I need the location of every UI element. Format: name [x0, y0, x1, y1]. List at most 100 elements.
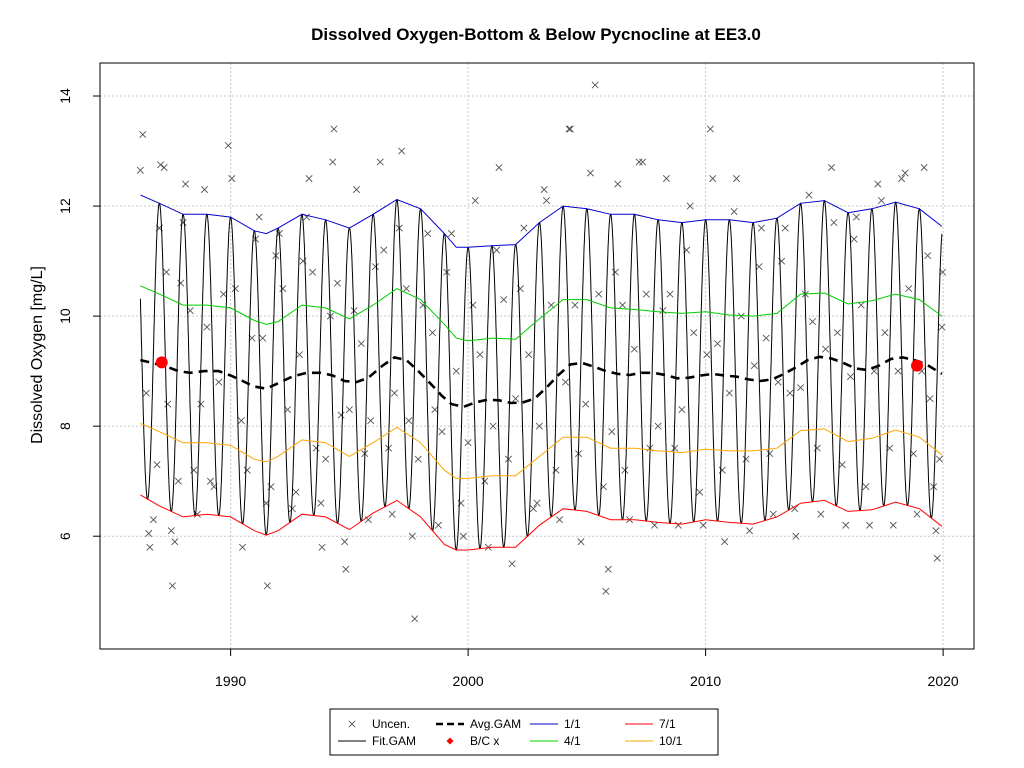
uncen-point	[774, 378, 782, 386]
y-tick-label: 14	[57, 88, 73, 104]
line-apr1	[140, 285, 943, 342]
plot-frame	[99, 62, 975, 650]
uncen-point	[533, 499, 541, 507]
uncen-point	[179, 219, 187, 227]
uncen-point	[639, 158, 647, 166]
uncen-point	[146, 543, 154, 551]
uncen-point	[750, 362, 758, 370]
uncen-point	[926, 395, 934, 403]
uncen-point	[288, 505, 296, 513]
uncen-point	[142, 389, 150, 397]
uncen-point	[295, 351, 304, 359]
uncen-point	[690, 329, 698, 337]
uncen-point	[865, 521, 874, 529]
bc-point	[155, 356, 168, 369]
uncen-point	[920, 164, 928, 172]
uncen-point	[452, 367, 460, 375]
y-axis-label: Dissolved Oxygen [mg/L]	[29, 266, 46, 444]
uncen-point	[703, 351, 711, 359]
uncen-point	[215, 378, 223, 386]
uncen-point	[938, 323, 946, 331]
uncen-point	[469, 301, 477, 309]
uncen-point	[635, 158, 643, 166]
legend-diamond-icon	[446, 737, 454, 745]
x-tick-label: 2000	[453, 673, 484, 689]
uncen-point	[312, 444, 320, 452]
legend-label: 1/1	[564, 717, 581, 731]
uncen-point	[566, 125, 574, 133]
y-tick-label: 6	[57, 532, 73, 540]
uncen-point	[489, 422, 497, 430]
y-tick-label: 12	[57, 198, 73, 214]
uncen-point	[160, 164, 168, 172]
uncen-point	[713, 340, 722, 348]
uncen-point	[495, 164, 503, 172]
uncen-point	[464, 439, 472, 447]
uncen-point	[243, 466, 251, 474]
legend-label: 4/1	[564, 734, 581, 748]
uncen-point	[481, 477, 489, 485]
y-tick-label: 10	[57, 308, 73, 324]
uncen-point	[725, 389, 733, 397]
plot-area: 1990 2000 2010 2020 6 8 10 12 14	[57, 62, 975, 689]
uncen-point	[924, 252, 932, 260]
uncen-point	[933, 554, 941, 562]
uncen-point	[755, 263, 763, 271]
uncen-point	[193, 510, 201, 518]
uncen-point	[139, 131, 147, 139]
uncen-point	[357, 340, 365, 348]
uncen-point	[408, 532, 416, 540]
legend-item: Uncen.	[348, 717, 410, 731]
uncen-point	[686, 202, 694, 210]
uncen-point	[678, 406, 686, 414]
legend-item: 7/1	[625, 717, 676, 731]
uncen-point	[571, 301, 579, 309]
uncen-point	[171, 538, 179, 546]
uncen-point	[292, 488, 300, 496]
legend-box	[329, 708, 719, 756]
uncen-point	[398, 147, 406, 155]
uncen-point	[786, 389, 794, 397]
uncen-point	[149, 516, 157, 524]
uncen-point	[862, 483, 870, 491]
uncen-point	[540, 186, 548, 194]
legend-label: Fit.GAM	[372, 734, 416, 748]
uncen-point	[746, 527, 754, 535]
uncen-point	[434, 521, 442, 529]
uncen-point	[493, 246, 501, 254]
legend-item: 10/1	[625, 734, 683, 748]
uncen-point	[162, 268, 171, 276]
uncen-point	[181, 180, 190, 188]
uncen-point	[674, 521, 682, 529]
uncen-point	[428, 329, 437, 337]
uncen-point	[333, 279, 342, 287]
x-tick-label: 1990	[215, 673, 246, 689]
uncen-point	[817, 510, 825, 518]
uncen-point	[582, 400, 590, 408]
uncen-point	[500, 296, 508, 304]
uncen-point	[305, 175, 313, 183]
uncen-point	[279, 285, 287, 293]
uncen-point	[402, 285, 410, 293]
legend-item: 1/1	[530, 717, 581, 731]
uncen-point	[894, 367, 902, 375]
uncen-point	[525, 351, 533, 359]
uncen-point	[577, 538, 585, 546]
uncen-point	[388, 510, 396, 518]
uncen-point	[136, 166, 144, 174]
uncen-point	[329, 158, 337, 166]
legend: Uncen. Fit.GAM Avg.GAM B/C x 1/1 4/1 7/1 10/1	[329, 708, 719, 756]
uncen-point	[718, 466, 726, 474]
avg-gam-line	[140, 355, 943, 409]
uncen-point	[206, 477, 214, 485]
uncen-point	[376, 158, 384, 166]
uncen-point	[709, 175, 717, 183]
uncen-point	[846, 373, 855, 381]
uncen-point	[219, 290, 228, 298]
uncen-point	[898, 175, 906, 183]
uncen-point	[737, 312, 745, 320]
uncen-point	[614, 180, 622, 188]
uncen-point	[808, 318, 817, 326]
uncen-point	[411, 615, 419, 623]
